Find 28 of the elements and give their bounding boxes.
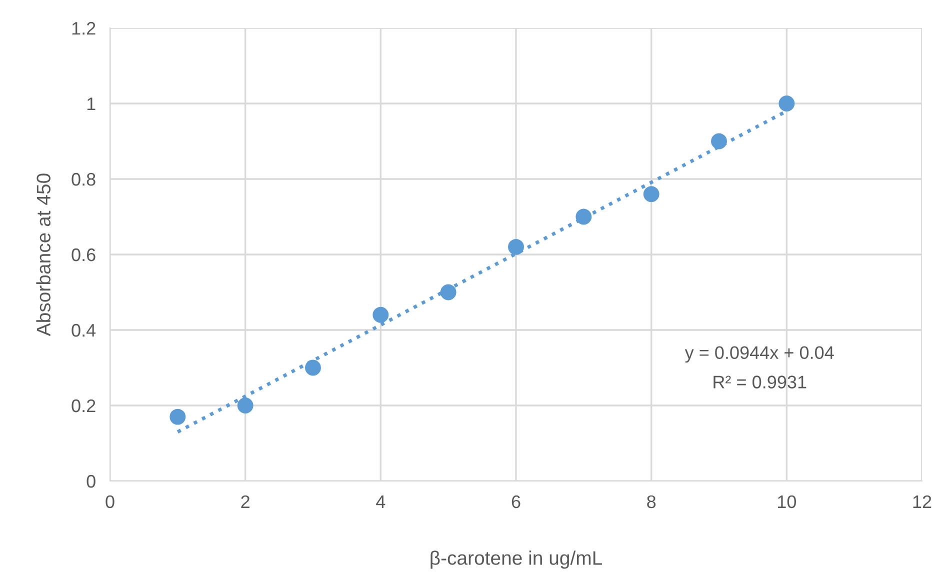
y-tick-label: 0.4 (72, 324, 96, 337)
point (237, 398, 254, 414)
y-tick-label: 0.6 (72, 248, 96, 262)
x-tick-label: 2 (241, 495, 250, 508)
y-tick-label: 1.2 (72, 22, 96, 35)
x-axis-title: β-carotene in ug/mL (430, 550, 602, 569)
x-tick-label: 8 (647, 495, 656, 508)
point (372, 306, 389, 323)
point (440, 284, 456, 300)
point (643, 186, 660, 202)
y-axis-title: Absorbance at 450 (36, 174, 51, 336)
y-tick-label: 1 (87, 98, 96, 110)
y-tick-label: 0.2 (72, 399, 96, 412)
annotation: R² = 0.9931 (714, 376, 806, 388)
x-tick-label: 12 (913, 495, 932, 508)
point (508, 238, 524, 255)
annotation: y = 0.0944x + 0.04 (684, 346, 834, 363)
point (711, 133, 727, 150)
y-tick-label: 0 (86, 474, 96, 488)
point (778, 96, 795, 112)
y-tick-label: 0.8 (72, 172, 96, 186)
point (170, 408, 186, 425)
x-tick-label: 4 (376, 496, 386, 508)
x-tick-label: 10 (778, 495, 796, 508)
x-tick-label: 6 (512, 495, 520, 508)
point (576, 208, 592, 225)
x-tick-label: 0 (106, 495, 114, 508)
point (305, 360, 321, 376)
